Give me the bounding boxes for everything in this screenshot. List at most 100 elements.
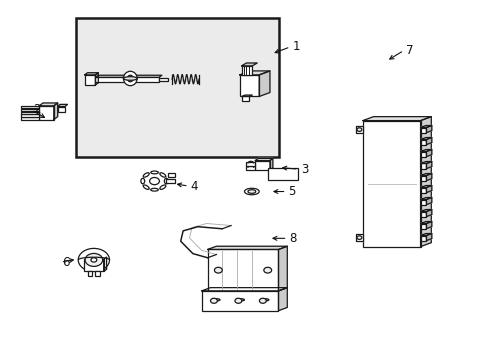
Bar bbox=[87, 271, 92, 276]
Polygon shape bbox=[54, 103, 58, 120]
Polygon shape bbox=[420, 210, 431, 211]
Text: 3: 3 bbox=[300, 163, 307, 176]
Bar bbox=[420, 176, 426, 181]
Circle shape bbox=[214, 267, 222, 273]
Circle shape bbox=[356, 128, 361, 131]
Polygon shape bbox=[160, 173, 165, 177]
Polygon shape bbox=[95, 75, 162, 77]
Ellipse shape bbox=[127, 75, 133, 82]
Bar bbox=[420, 199, 426, 204]
Polygon shape bbox=[201, 288, 287, 291]
Bar bbox=[201, 291, 278, 311]
Polygon shape bbox=[420, 198, 431, 199]
Bar bbox=[242, 96, 249, 101]
Bar bbox=[255, 161, 269, 170]
Circle shape bbox=[85, 253, 102, 266]
Text: 7: 7 bbox=[405, 44, 412, 57]
Bar bbox=[241, 66, 252, 75]
Polygon shape bbox=[426, 162, 431, 168]
Polygon shape bbox=[239, 71, 269, 75]
Bar bbox=[420, 139, 426, 145]
Polygon shape bbox=[255, 158, 272, 161]
Polygon shape bbox=[426, 198, 431, 204]
Circle shape bbox=[91, 258, 97, 262]
Polygon shape bbox=[164, 178, 168, 184]
Polygon shape bbox=[420, 162, 431, 163]
Ellipse shape bbox=[259, 298, 265, 303]
Polygon shape bbox=[355, 126, 362, 133]
Bar bbox=[20, 106, 39, 108]
Bar bbox=[420, 127, 426, 132]
Polygon shape bbox=[259, 71, 269, 96]
Circle shape bbox=[264, 267, 271, 273]
Bar bbox=[420, 163, 426, 168]
Polygon shape bbox=[426, 149, 431, 157]
Bar bbox=[39, 106, 54, 120]
Bar bbox=[420, 188, 426, 193]
Polygon shape bbox=[84, 73, 98, 75]
Bar bbox=[95, 271, 100, 276]
Polygon shape bbox=[143, 185, 149, 189]
Polygon shape bbox=[362, 117, 430, 121]
Polygon shape bbox=[269, 158, 272, 170]
Bar bbox=[420, 211, 426, 217]
Bar bbox=[362, 121, 420, 247]
Polygon shape bbox=[241, 63, 257, 66]
Bar bbox=[420, 235, 426, 240]
Circle shape bbox=[149, 177, 159, 185]
Polygon shape bbox=[160, 185, 165, 189]
Polygon shape bbox=[420, 234, 431, 235]
Bar bbox=[20, 112, 39, 114]
Polygon shape bbox=[426, 174, 431, 181]
Polygon shape bbox=[278, 246, 287, 291]
Ellipse shape bbox=[210, 298, 217, 303]
Bar bbox=[166, 179, 175, 183]
Bar bbox=[420, 152, 426, 157]
Polygon shape bbox=[278, 288, 287, 311]
Bar bbox=[168, 173, 175, 177]
Ellipse shape bbox=[213, 299, 220, 301]
Polygon shape bbox=[103, 257, 106, 271]
Polygon shape bbox=[426, 126, 431, 132]
Circle shape bbox=[356, 236, 361, 239]
Polygon shape bbox=[207, 246, 287, 249]
Polygon shape bbox=[95, 73, 98, 85]
Polygon shape bbox=[143, 173, 149, 177]
Bar bbox=[95, 77, 159, 82]
Ellipse shape bbox=[237, 299, 244, 301]
Polygon shape bbox=[420, 138, 431, 139]
Bar bbox=[20, 114, 39, 117]
Ellipse shape bbox=[123, 77, 137, 80]
Bar bbox=[58, 107, 65, 112]
Polygon shape bbox=[426, 221, 431, 229]
Polygon shape bbox=[355, 234, 362, 241]
Bar bbox=[420, 224, 426, 229]
Bar bbox=[246, 162, 255, 166]
Polygon shape bbox=[420, 221, 431, 224]
Polygon shape bbox=[426, 210, 431, 217]
Text: 5: 5 bbox=[288, 185, 295, 198]
Polygon shape bbox=[420, 126, 431, 127]
Text: 8: 8 bbox=[289, 232, 296, 245]
Ellipse shape bbox=[244, 188, 259, 195]
Polygon shape bbox=[420, 174, 431, 176]
Polygon shape bbox=[150, 171, 158, 174]
Bar bbox=[239, 75, 259, 96]
Ellipse shape bbox=[262, 299, 268, 301]
Text: 2: 2 bbox=[33, 103, 41, 116]
Polygon shape bbox=[141, 178, 144, 184]
Bar bbox=[207, 249, 278, 291]
Text: 1: 1 bbox=[292, 40, 299, 53]
Polygon shape bbox=[58, 104, 67, 107]
Circle shape bbox=[78, 248, 109, 271]
Polygon shape bbox=[420, 117, 430, 247]
Bar bbox=[20, 109, 39, 111]
Polygon shape bbox=[426, 234, 431, 240]
Polygon shape bbox=[242, 95, 252, 96]
Bar bbox=[76, 18, 278, 157]
Polygon shape bbox=[420, 149, 431, 152]
Bar bbox=[84, 259, 103, 271]
Bar bbox=[246, 166, 255, 170]
Polygon shape bbox=[150, 188, 158, 191]
Bar bbox=[267, 168, 298, 180]
